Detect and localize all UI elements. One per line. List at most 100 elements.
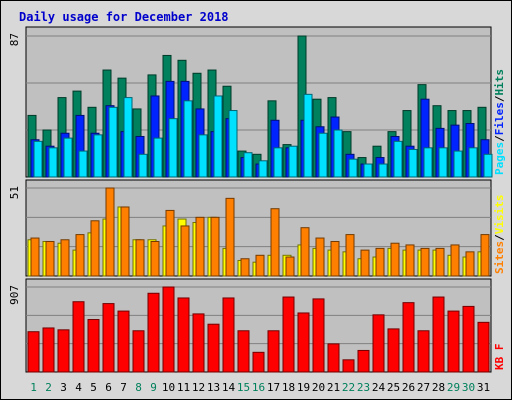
bar-kbf-kb-f-day-21 [327, 343, 340, 373]
bar-visits-sites-day-19 [300, 227, 310, 277]
panel-kbf-legend: KB F [493, 344, 506, 371]
x-tick-label-day-15: 15 [237, 381, 250, 394]
x-tick-label-day-31: 31 [477, 381, 490, 394]
bar-kbf-kb-f-day-25 [387, 328, 400, 373]
bar-kbf-kb-f-day-23 [357, 349, 370, 373]
bar-visits-sites-day-23 [360, 249, 370, 277]
x-tick-label-day-1: 1 [30, 381, 37, 394]
bar-hits-pages-day-29 [453, 150, 463, 178]
bar-visits-sites-day-22 [345, 234, 355, 277]
bar-hits-pages-day-15 [243, 152, 253, 178]
bar-kbf-kb-f-day-14 [222, 297, 235, 373]
bar-hits-pages-day-13 [213, 95, 223, 178]
bar-visits-sites-day-27 [420, 247, 430, 277]
x-tick-label-day-23: 23 [357, 381, 370, 394]
bar-kbf-kb-f-day-4 [72, 301, 85, 373]
bar-visits-sites-day-8 [135, 239, 145, 277]
bar-visits-sites-day-13 [210, 216, 220, 277]
bar-hits-pages-day-27 [423, 147, 433, 178]
x-axis-day-labels: 1 2 3 4 5 6 7 8 9 10 11 12 13 14 15 16 17 18 19 20 21 22 23 24 2… [30, 381, 490, 394]
bar-visits-sites-day-5 [90, 220, 100, 277]
panel-visits: 51 Sites/Visits [8, 179, 506, 277]
panel-visits-legend: Sites/Visits [493, 195, 506, 275]
bar-hits-pages-day-18 [288, 145, 298, 178]
legend-item: Visits [493, 195, 506, 235]
bar-hits-pages-day-31 [483, 153, 493, 178]
x-tick-label-day-14: 14 [222, 381, 236, 394]
bar-kbf-kb-f-day-5 [87, 319, 100, 373]
x-tick-label-day-6: 6 [105, 381, 112, 394]
bar-hits-pages-day-17 [273, 147, 283, 178]
legend-item: / [493, 95, 506, 102]
panel-visits-ymax-label: 51 [8, 186, 21, 199]
x-tick-label-day-19: 19 [297, 381, 310, 394]
bar-kbf-kb-f-day-22 [342, 359, 355, 373]
x-tick-label-day-8: 8 [135, 381, 142, 394]
bar-hits-pages-day-7 [123, 97, 133, 178]
bar-visits-sites-day-14 [225, 197, 235, 277]
x-tick-label-day-11: 11 [177, 381, 190, 394]
x-tick-label-day-29: 29 [447, 381, 460, 394]
legend-item: Hits [493, 69, 506, 96]
bar-kbf-kb-f-day-11 [177, 297, 190, 373]
bar-hits-pages-day-21 [333, 129, 343, 178]
bar-visits-sites-day-21 [330, 240, 340, 277]
x-tick-label-day-25: 25 [387, 381, 400, 394]
x-tick-label-day-27: 27 [417, 381, 430, 394]
panel-kbf-ymax-label: 907 [8, 285, 21, 305]
bar-kbf-kb-f-day-28 [432, 296, 445, 373]
bar-visits-sites-day-4 [75, 234, 85, 277]
x-tick-label-day-12: 12 [192, 381, 205, 394]
bar-hits-pages-day-23 [363, 163, 373, 178]
x-tick-label-day-26: 26 [402, 381, 415, 394]
bar-hits-pages-day-11 [183, 100, 193, 178]
bar-visits-sites-day-20 [315, 237, 325, 277]
legend-item: Files [493, 102, 506, 135]
x-tick-label-day-9: 9 [150, 381, 157, 394]
bar-visits-sites-day-16 [255, 254, 265, 277]
x-tick-label-day-5: 5 [90, 381, 97, 394]
bar-hits-pages-day-24 [378, 163, 388, 178]
bar-hits-pages-day-28 [438, 147, 448, 178]
bar-kbf-kb-f-day-29 [447, 310, 460, 373]
bar-hits-pages-day-2 [48, 147, 58, 178]
bar-hits-pages-day-12 [198, 134, 208, 178]
bar-hits-pages-day-10 [168, 118, 178, 178]
x-tick-label-day-28: 28 [432, 381, 445, 394]
bar-kbf-kb-f-day-6 [102, 303, 115, 373]
bar-kbf-kb-f-day-9 [147, 292, 160, 373]
chart-title: Daily usage for December 2018 [19, 10, 229, 24]
bar-visits-sites-day-17 [270, 208, 280, 277]
bar-visits-sites-day-15 [240, 258, 250, 277]
bar-visits-sites-day-29 [450, 244, 460, 277]
bar-hits-pages-day-3 [63, 137, 73, 178]
bar-kbf-kb-f-day-12 [192, 313, 205, 373]
x-tick-label-day-13: 13 [207, 381, 220, 394]
bar-visits-sites-day-31 [480, 234, 490, 277]
bar-kbf-kb-f-day-13 [207, 323, 220, 373]
bar-kbf-kb-f-day-10 [162, 286, 175, 373]
bar-visits-sites-day-9 [150, 240, 160, 277]
bar-hits-pages-day-4 [78, 150, 88, 178]
bar-hits-pages-day-19 [303, 93, 313, 178]
bar-kbf-kb-f-day-8 [132, 330, 145, 373]
x-tick-label-day-22: 22 [342, 381, 355, 394]
panel-kbf: 907 KB F [8, 278, 506, 373]
bar-kbf-kb-f-day-15 [237, 330, 250, 373]
bar-kbf-kb-f-day-18 [282, 296, 295, 373]
x-tick-label-day-18: 18 [282, 381, 295, 394]
x-tick-label-day-20: 20 [312, 381, 325, 394]
bar-visits-sites-day-6 [105, 187, 115, 277]
bar-kbf-kb-f-day-26 [402, 302, 415, 373]
x-tick-label-day-10: 10 [162, 381, 175, 394]
bar-visits-sites-day-10 [165, 209, 175, 277]
bar-hits-pages-day-8 [138, 153, 148, 178]
x-tick-label-day-30: 30 [462, 381, 475, 394]
bar-hits-pages-day-25 [393, 140, 403, 178]
bar-visits-sites-day-25 [390, 242, 400, 277]
bar-kbf-kb-f-day-1 [27, 331, 40, 373]
bar-hits-pages-day-20 [318, 132, 328, 178]
bar-visits-sites-day-1 [30, 237, 40, 277]
